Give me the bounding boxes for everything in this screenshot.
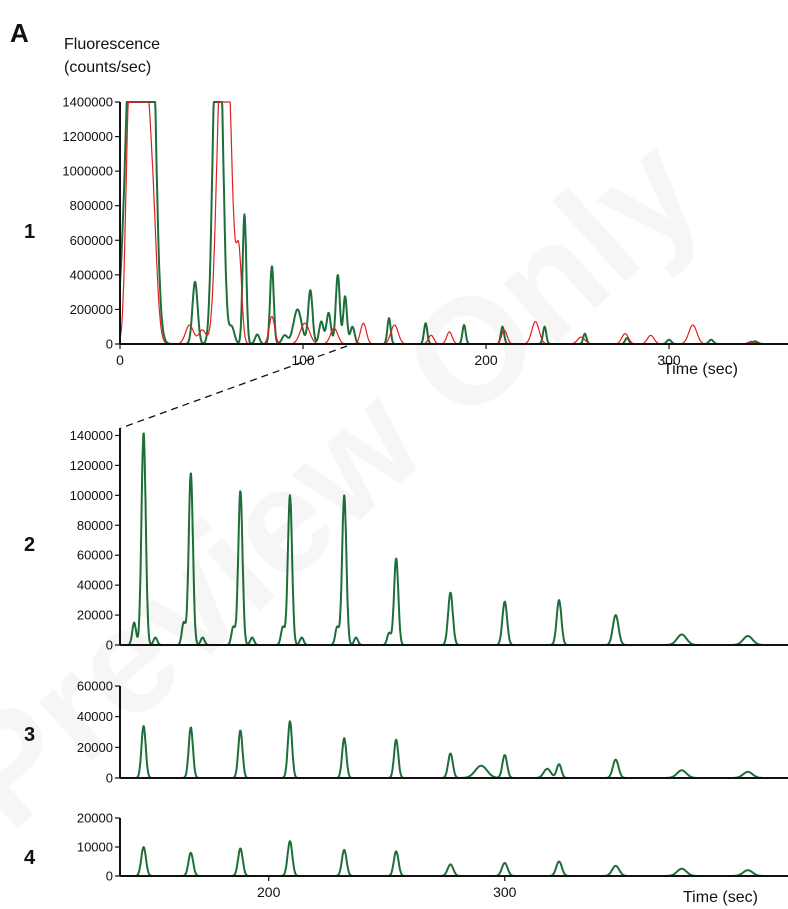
y-tick-label: 1000000	[62, 164, 113, 179]
y-tick-label: 0	[106, 337, 113, 352]
y-tick-label: 1400000	[62, 95, 113, 110]
x-tick-label: 0	[116, 352, 124, 368]
panel-number-4: 4	[24, 847, 36, 869]
panel-number-3: 3	[24, 724, 35, 746]
y-tick-label: 120000	[70, 458, 113, 473]
y-tick-label: 40000	[77, 578, 113, 593]
y-tick-label: 0	[106, 869, 113, 884]
y-tick-label: 400000	[70, 267, 113, 282]
series-line-green-panel-1	[119, 101, 788, 345]
panel-number-1: 1	[24, 221, 35, 243]
plot-panel-2: 0 20000 40000 60000 80000 100000 120000 140000	[70, 428, 788, 653]
x-tick-label: 200	[257, 884, 281, 900]
series-line-green-panel-3	[119, 720, 788, 779]
y-tick-label: 0	[106, 638, 113, 653]
y-tick-label: 800000	[70, 198, 113, 213]
y-tick-label: 20000	[77, 811, 113, 826]
y-tick-label: 20000	[77, 608, 113, 623]
y-axis-title-line2: (counts/sec)	[64, 59, 151, 76]
plot-panel-3: 0 20000 40000 60000	[77, 679, 788, 786]
plot-panel-1: 0 200000 400000 600000 800000 1000000 1200000 1…	[62, 95, 788, 368]
y-axis-title-line1: Fluorescence	[64, 36, 160, 53]
y-tick-label: 60000	[77, 679, 113, 694]
x-tick-label: 100	[291, 352, 315, 368]
x-axis-label-panel-1: Time (sec)	[663, 361, 738, 378]
y-tick-label: 100000	[70, 488, 113, 503]
y-tick-label: 200000	[70, 302, 113, 317]
series-line-red-panel-1	[119, 101, 788, 345]
panel-number-2: 2	[24, 534, 35, 556]
y-tick-label: 10000	[77, 840, 113, 855]
x-tick-label: 300	[493, 884, 517, 900]
y-tick-label: 600000	[70, 233, 113, 248]
y-tick-label: 40000	[77, 709, 113, 724]
y-tick-label: 140000	[70, 428, 113, 443]
y-tick-label: 1200000	[62, 129, 113, 144]
x-axis-label-panel-4: Time (sec)	[683, 889, 758, 906]
plot-panel-4: 0 10000 20000 200 300	[77, 811, 788, 900]
panel-letter: A	[10, 18, 29, 48]
series-line-green-panel-2	[119, 432, 788, 646]
x-tick-label: 300	[657, 352, 681, 368]
x-tick-label: 200	[474, 352, 498, 368]
y-tick-label: 60000	[77, 548, 113, 563]
zoom-connector-line	[120, 345, 348, 429]
y-tick-label: 80000	[77, 518, 113, 533]
series-line-green-panel-4	[119, 840, 788, 877]
y-tick-label: 20000	[77, 740, 113, 755]
y-tick-label: 0	[106, 771, 113, 786]
